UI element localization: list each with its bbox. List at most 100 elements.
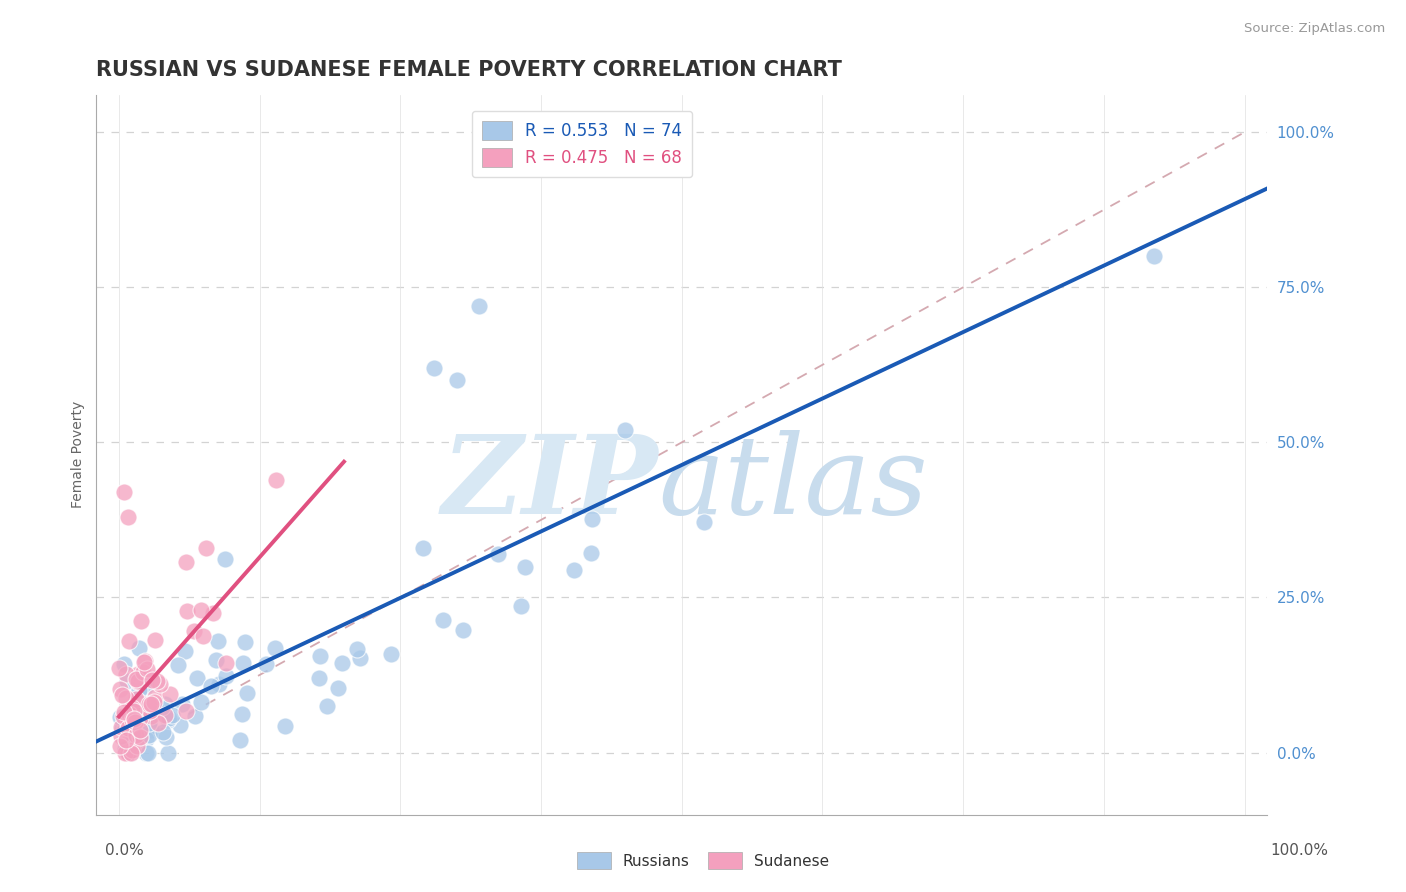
Point xyxy=(308,671,330,685)
Point xyxy=(468,299,491,313)
Point xyxy=(380,647,402,661)
Point xyxy=(125,692,148,706)
Point xyxy=(122,704,145,718)
Point xyxy=(156,713,179,727)
Point xyxy=(115,733,138,747)
Y-axis label: Female Poverty: Female Poverty xyxy=(72,401,86,508)
Point xyxy=(190,603,212,617)
Point xyxy=(215,656,238,670)
Point xyxy=(231,707,253,722)
Point xyxy=(183,624,205,638)
Point xyxy=(195,541,218,556)
Point xyxy=(115,691,138,706)
Point xyxy=(115,673,138,688)
Point xyxy=(121,709,143,723)
Point xyxy=(141,673,163,687)
Point xyxy=(315,698,337,713)
Point xyxy=(127,674,149,689)
Point xyxy=(110,688,132,702)
Point xyxy=(124,714,146,729)
Point xyxy=(215,669,238,683)
Point xyxy=(160,707,183,722)
Point xyxy=(134,655,156,669)
Point xyxy=(124,713,146,727)
Point xyxy=(176,603,198,617)
Point xyxy=(266,473,288,487)
Point xyxy=(127,667,149,681)
Point xyxy=(120,746,142,760)
Point xyxy=(176,704,198,718)
Point xyxy=(451,623,474,637)
Point xyxy=(432,613,454,627)
Point xyxy=(117,715,139,730)
Point xyxy=(111,721,134,735)
Point xyxy=(142,695,165,709)
Point xyxy=(136,662,159,676)
Point xyxy=(159,687,181,701)
Point xyxy=(446,373,468,387)
Point xyxy=(110,721,132,735)
Point xyxy=(117,509,139,524)
Point xyxy=(110,729,132,743)
Point xyxy=(125,673,148,687)
Point xyxy=(108,661,131,675)
Text: atlas: atlas xyxy=(658,430,928,537)
Point xyxy=(186,671,208,685)
Point xyxy=(263,640,285,655)
Point xyxy=(139,709,162,723)
Point xyxy=(134,654,156,668)
Text: ZIP: ZIP xyxy=(441,430,658,537)
Point xyxy=(254,657,277,672)
Point xyxy=(200,679,222,693)
Point xyxy=(581,512,603,526)
Point xyxy=(412,541,434,555)
Legend: R = 0.553   N = 74, R = 0.475   N = 68: R = 0.553 N = 74, R = 0.475 N = 68 xyxy=(472,111,692,178)
Point xyxy=(207,634,229,648)
Point xyxy=(111,709,134,723)
Point xyxy=(193,629,215,643)
Point xyxy=(202,607,225,621)
Point xyxy=(108,681,131,696)
Point xyxy=(118,706,141,721)
Point xyxy=(233,634,256,648)
Point xyxy=(136,746,159,760)
Point xyxy=(118,633,141,648)
Point xyxy=(157,711,180,725)
Point xyxy=(156,746,179,760)
Point xyxy=(326,681,349,696)
Text: 0.0%: 0.0% xyxy=(105,843,145,858)
Point xyxy=(135,732,157,747)
Point xyxy=(138,728,160,742)
Point xyxy=(205,653,228,667)
Point xyxy=(114,746,136,760)
Point xyxy=(229,732,252,747)
Point xyxy=(129,696,152,710)
Point xyxy=(148,705,170,719)
Point xyxy=(167,658,190,673)
Point xyxy=(155,697,177,711)
Point xyxy=(114,721,136,735)
Point xyxy=(486,547,509,561)
Point xyxy=(110,739,132,754)
Point xyxy=(135,679,157,693)
Point xyxy=(172,697,194,711)
Point xyxy=(121,701,143,715)
Point xyxy=(190,695,212,709)
Point xyxy=(125,707,148,722)
Point xyxy=(121,713,143,727)
Point xyxy=(155,730,177,744)
Point xyxy=(118,746,141,760)
Point xyxy=(117,746,139,760)
Point xyxy=(149,677,172,691)
Point xyxy=(146,673,169,688)
Point xyxy=(169,717,191,731)
Point xyxy=(274,719,297,733)
Text: RUSSIAN VS SUDANESE FEMALE POVERTY CORRELATION CHART: RUSSIAN VS SUDANESE FEMALE POVERTY CORRE… xyxy=(97,60,842,79)
Text: 100.0%: 100.0% xyxy=(1271,843,1329,858)
Point xyxy=(1143,249,1166,263)
Point xyxy=(128,682,150,697)
Point xyxy=(134,710,156,724)
Point xyxy=(125,728,148,742)
Point xyxy=(184,709,207,723)
Point xyxy=(121,728,143,742)
